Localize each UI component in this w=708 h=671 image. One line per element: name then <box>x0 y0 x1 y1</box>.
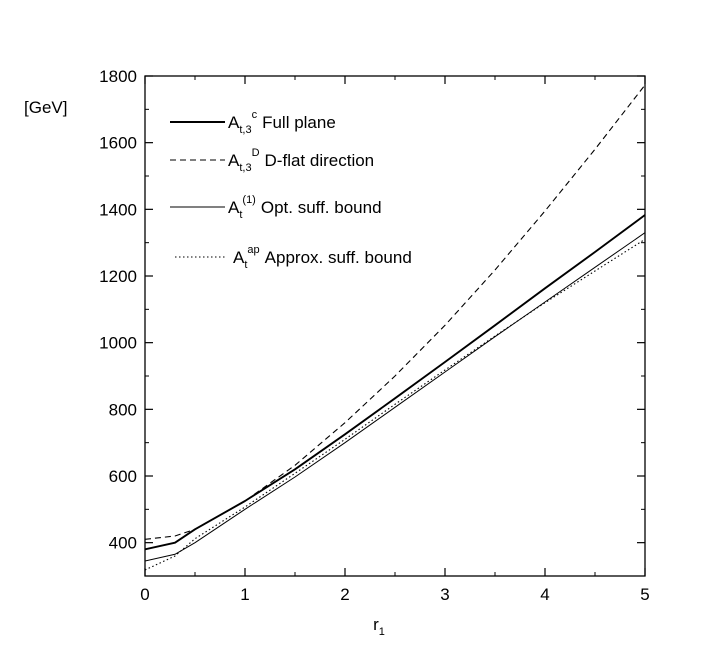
x-axis-title-subscript: 1 <box>379 626 385 638</box>
ticks-layer <box>144 75 646 577</box>
legend: At,3c Full plane At,3D D-flat direction At(1… <box>170 109 412 271</box>
y-tick-label: 1800 <box>99 67 137 86</box>
y-tick-label: 800 <box>109 400 137 419</box>
y-tick-label: 1000 <box>99 334 137 353</box>
legend-entry-2: At,3D D-flat direction <box>228 147 374 174</box>
legend-entry-1: At,3c Full plane <box>228 109 336 136</box>
x-tick-label: 3 <box>440 585 449 604</box>
series-line-2 <box>145 84 645 540</box>
y-tick-label: 600 <box>109 467 137 486</box>
series-line-3 <box>145 232 645 562</box>
y-axis-unit-label: [GeV] <box>24 98 67 117</box>
x-tick-label: 4 <box>540 585 549 604</box>
x-axis-title: r1 <box>373 615 385 638</box>
series-line-1 <box>145 214 645 551</box>
plot-frame <box>144 75 646 577</box>
x-tick-label: 5 <box>640 585 649 604</box>
series-line-4 <box>145 238 645 571</box>
x-axis-title-main: r <box>373 615 379 634</box>
y-tick-label: 1400 <box>99 200 137 219</box>
legend-entry-3: At(1) Opt. suff. bound <box>228 194 382 221</box>
legend-entry-4: Atap Approx. suff. bound <box>233 244 412 271</box>
labels-layer: 0 1 2 3 4 5 400 600 800 1000 1200 1400 1600 1800 <box>99 67 650 604</box>
x-tick-label: 1 <box>240 585 249 604</box>
y-tick-label: 1200 <box>99 267 137 286</box>
y-tick-label: 1600 <box>99 134 137 153</box>
x-tick-label: 2 <box>340 585 349 604</box>
y-tick-label: 400 <box>109 534 137 553</box>
x-tick-label: 0 <box>140 585 149 604</box>
series-layer <box>145 84 645 571</box>
